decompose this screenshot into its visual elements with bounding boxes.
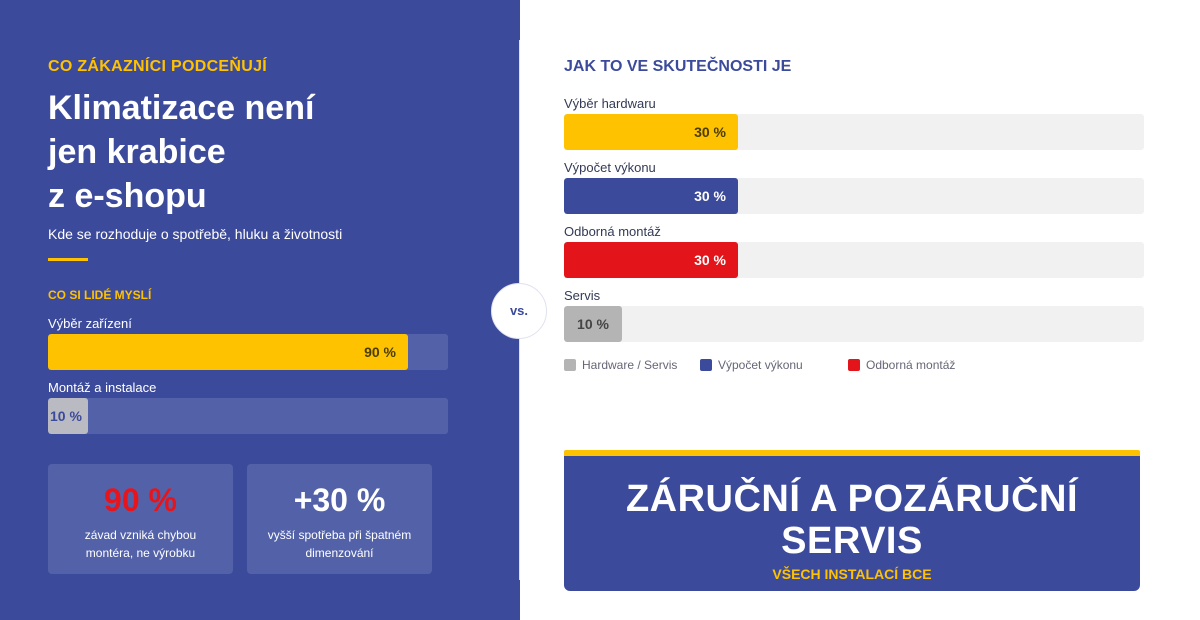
stat-description: vyšší spotřeba při špatném dimenzování — [267, 528, 412, 560]
bar-track-service: 10 % — [564, 306, 1144, 342]
legend-item: Odborná montáž — [848, 358, 955, 372]
headline: Klimatizace není jen krabice z e-shopu — [48, 86, 478, 218]
bar-fill-installation: 30 % — [564, 242, 738, 278]
stat-card-consumption: +30 % vyšší spotřeba při špatném dimenzo… — [247, 464, 432, 574]
chart-legend: Hardware / Servis Výpočet výkonu Odborná… — [564, 358, 1164, 374]
eyebrow-label: CO ZÁKAZNÍCI PODCEŇUJÍ — [48, 58, 268, 75]
bar-label-service: Servis — [564, 288, 601, 303]
bar-track-installation: 10 % — [48, 398, 448, 434]
legend-swatch — [848, 359, 860, 371]
accent-divider — [48, 258, 88, 261]
bar-label-hardware: Výběr hardwaru — [564, 96, 656, 111]
bar-fill-installation: 10 % — [48, 398, 88, 434]
legend-swatch — [700, 359, 712, 371]
bar-fill-service: 10 % — [564, 306, 622, 342]
stat-description: závad vzniká chybou montéra, ne výrobku — [84, 528, 197, 560]
headline-line: z e-shopu — [48, 177, 207, 215]
bar-track-performance: 30 % — [564, 178, 1144, 214]
bar-label-performance: Výpočet výkonu — [564, 160, 656, 175]
left-panel: CO ZÁKAZNÍCI PODCEŇUJÍ Klimatizace není … — [0, 0, 520, 620]
headline-line: jen krabice — [48, 133, 226, 171]
stat-value: 90 % — [104, 482, 177, 518]
bar-track-installation: 30 % — [564, 242, 1144, 278]
bar-fill-performance: 30 % — [564, 178, 738, 214]
legend-item: Výpočet výkonu — [700, 358, 803, 372]
bar-track-device-selection: 90 % — [48, 334, 448, 370]
subtitle: Kde se rozhoduje o spotřebě, hluku a živ… — [48, 226, 343, 242]
bar-track-hardware: 30 % — [564, 114, 1144, 150]
banner-title-line: SERVIS — [781, 520, 923, 562]
legend-item: Hardware / Servis — [564, 358, 677, 372]
legend-label: Odborná montáž — [866, 358, 956, 372]
bar-label-installation: Montáž a instalace — [48, 380, 157, 395]
perception-section-label: CO SI LIDÉ MYSLÍ — [48, 288, 152, 302]
vs-badge: vs. — [491, 283, 547, 339]
legend-label: Hardware / Servis — [582, 358, 678, 372]
bar-label-installation: Odborná montáž — [564, 224, 661, 239]
banner-subtitle: VŠECH INSTALACÍ BCE — [772, 566, 932, 582]
headline-line: Klimatizace není — [48, 89, 315, 127]
legend-swatch — [564, 359, 576, 371]
stat-value: +30 % — [293, 482, 386, 518]
service-banner: ZÁRUČNÍ A POZÁRUČNÍ SERVIS VŠECH INSTALA… — [564, 450, 1140, 591]
right-panel: JAK TO VE SKUTEČNOSTI JE Výběr hardwaru … — [520, 0, 1200, 620]
bar-fill-device-selection: 90 % — [48, 334, 408, 370]
legend-label: Výpočet výkonu — [718, 358, 803, 372]
reality-title: JAK TO VE SKUTEČNOSTI JE — [564, 58, 792, 75]
banner-title-line: ZÁRUČNÍ A POZÁRUČNÍ — [625, 478, 1079, 520]
bar-label-device-selection: Výběr zařízení — [48, 316, 132, 331]
stat-card-defects: 90 % závad vzniká chybou montéra, ne výr… — [48, 464, 233, 574]
bar-fill-hardware: 30 % — [564, 114, 738, 150]
